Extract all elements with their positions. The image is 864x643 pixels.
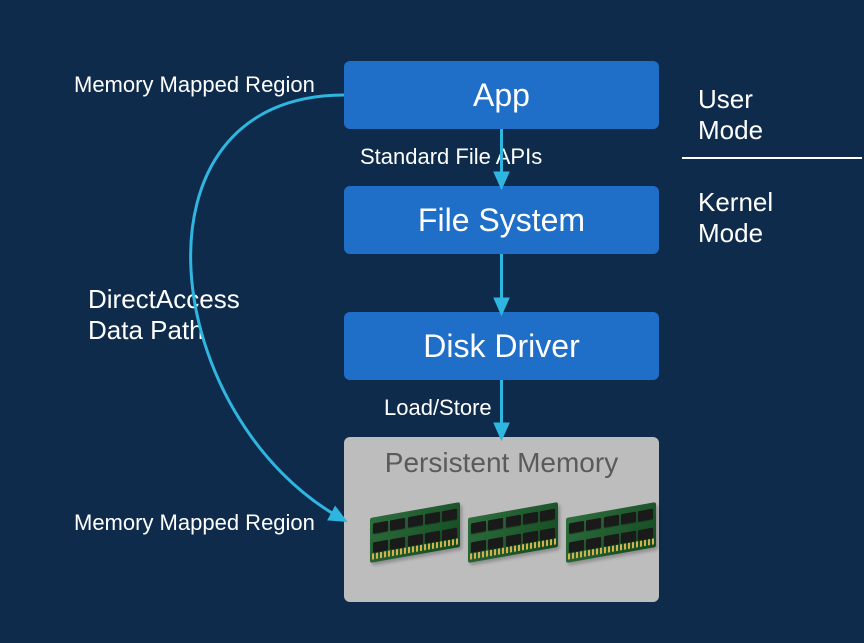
label-kernel-mode: Kernel Mode xyxy=(698,187,773,249)
label-standard-apis: Standard File APIs xyxy=(360,144,542,170)
node-disk-label: Disk Driver xyxy=(423,328,579,365)
label-load-store: Load/Store xyxy=(384,395,492,421)
memory-chip-icon xyxy=(566,495,656,565)
diagram-canvas: App File System Disk Driver Persistent M… xyxy=(0,0,864,643)
label-direct-access: DirectAccess Data Path xyxy=(88,284,240,346)
memory-chip-icon xyxy=(370,495,460,565)
node-app: App xyxy=(344,61,659,129)
label-memory-mapped-top: Memory Mapped Region xyxy=(74,72,315,98)
node-app-label: App xyxy=(473,77,530,114)
node-pmem-label: Persistent Memory xyxy=(344,447,659,479)
node-disk-driver: Disk Driver xyxy=(344,312,659,380)
mode-divider-line xyxy=(682,157,862,159)
memory-chip-icon xyxy=(468,495,558,565)
label-memory-mapped-bottom: Memory Mapped Region xyxy=(74,510,315,536)
node-fs-label: File System xyxy=(418,202,585,239)
node-file-system: File System xyxy=(344,186,659,254)
label-user-mode: User Mode xyxy=(698,84,763,146)
